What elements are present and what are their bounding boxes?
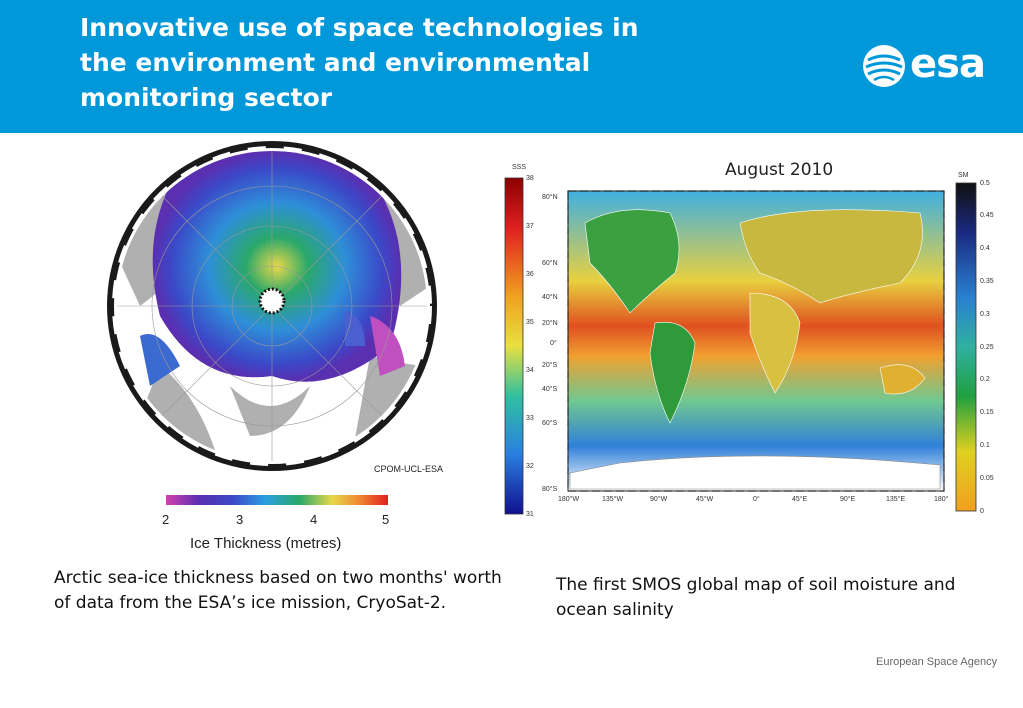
sm-tick: 0.45 bbox=[980, 212, 994, 219]
arctic-credit: CPOM-UCL-ESA bbox=[374, 464, 444, 474]
title-line-2: the environment and environmental bbox=[80, 48, 591, 77]
lon-tick: 180°W bbox=[558, 495, 579, 503]
smos-title: August 2010 bbox=[725, 160, 833, 180]
lat-tick: 20°S bbox=[542, 361, 558, 369]
sm-tick: 0.25 bbox=[980, 344, 994, 351]
colorbar-tick: 4 bbox=[310, 512, 318, 527]
lat-tick: 40°S bbox=[542, 385, 558, 393]
sm-tick: 0.35 bbox=[980, 278, 994, 285]
smos-world-map: August 2010 SSS 38 37 36 35 34 33 32 31 … bbox=[504, 160, 994, 518]
colorbar-tick: 2 bbox=[162, 512, 170, 527]
ice-thickness-colorbar bbox=[166, 495, 388, 505]
header-bar: Innovative use of space technologies in … bbox=[0, 0, 1023, 133]
sm-tick: 0.5 bbox=[980, 180, 990, 187]
lon-tick: 0° bbox=[753, 495, 760, 503]
lat-tick: 60°S bbox=[542, 419, 558, 427]
sm-tick: 0.1 bbox=[980, 442, 990, 449]
lon-tick: 45°W bbox=[696, 495, 714, 503]
sss-tick: 36 bbox=[526, 271, 534, 278]
lon-tick: 45°E bbox=[792, 495, 808, 503]
sm-tick: 0.15 bbox=[980, 409, 994, 416]
sss-label: SSS bbox=[512, 164, 526, 171]
lat-tick: 40°N bbox=[542, 293, 558, 301]
sm-tick: 0 bbox=[980, 508, 984, 515]
sm-tick: 0.3 bbox=[980, 311, 990, 318]
lat-tick: 60°N bbox=[542, 259, 558, 267]
arctic-caption: Arctic sea-ice thickness based on two mo… bbox=[54, 568, 502, 613]
esa-wordmark: esa bbox=[910, 41, 986, 87]
lon-tick: 135°W bbox=[602, 495, 623, 503]
sm-tick: 0.4 bbox=[980, 245, 990, 252]
page-title: Innovative use of space technologies in … bbox=[80, 10, 760, 115]
lat-tick: 80°S bbox=[542, 485, 558, 493]
lon-tick: 90°E bbox=[840, 495, 856, 503]
lat-tick: 80°N bbox=[542, 193, 558, 201]
sss-tick: 32 bbox=[526, 463, 534, 470]
lon-tick: 135°E bbox=[886, 495, 905, 503]
title-line-1: Innovative use of space technologies in bbox=[80, 13, 639, 42]
sss-tick: 33 bbox=[526, 415, 534, 422]
esa-logo: esa bbox=[860, 38, 1000, 94]
colorbar-label: Ice Thickness (metres) bbox=[190, 535, 342, 552]
smos-caption: The first SMOS global map of soil moistu… bbox=[556, 575, 956, 620]
esa-globe-icon bbox=[863, 45, 905, 87]
sm-tick: 0.05 bbox=[980, 475, 994, 482]
arctic-ice-thickness-map bbox=[107, 141, 437, 471]
colorbar-tick: 3 bbox=[236, 512, 244, 527]
lat-tick: 0° bbox=[550, 339, 557, 347]
lat-tick: 20°N bbox=[542, 319, 558, 327]
title-line-3: monitoring sector bbox=[80, 83, 333, 112]
sss-tick: 37 bbox=[526, 223, 534, 230]
sss-tick: 31 bbox=[526, 511, 534, 518]
lon-tick: 90°W bbox=[650, 495, 668, 503]
sss-tick: 38 bbox=[526, 175, 534, 182]
sss-tick: 34 bbox=[526, 367, 534, 374]
sm-label: SM bbox=[958, 172, 969, 179]
footer-agency: European Space Agency bbox=[876, 656, 998, 668]
lon-tick: 180° bbox=[934, 495, 949, 503]
sss-tick: 35 bbox=[526, 319, 534, 326]
colorbar-tick: 5 bbox=[382, 512, 390, 527]
sm-tick: 0.2 bbox=[980, 376, 990, 383]
